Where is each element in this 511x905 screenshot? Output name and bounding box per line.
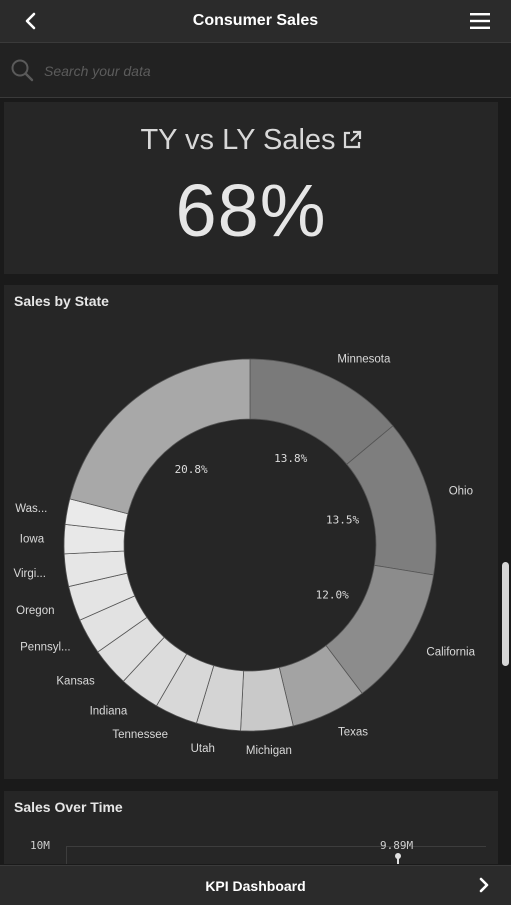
back-button[interactable]	[18, 9, 42, 33]
kpi-value: 68%	[175, 169, 327, 252]
hamburger-menu-icon	[470, 13, 490, 29]
scrollbar[interactable]	[501, 98, 511, 864]
slice-label: Virgi...	[14, 568, 46, 580]
slice-label: Ohio	[449, 486, 473, 498]
search-bar	[0, 43, 511, 98]
page-title: Consumer Sales	[192, 12, 319, 29]
slice-percent-label: 13.5%	[326, 514, 359, 527]
kpi-card[interactable]: TY vs LY Sales 68%	[4, 102, 498, 274]
gridline	[66, 846, 486, 847]
sheet-name: KPI Dashboard	[205, 877, 306, 894]
slice-percent-label: 20.8%	[175, 463, 208, 476]
slice-label: California	[426, 646, 475, 658]
external-link-icon	[343, 130, 361, 148]
sales-by-state-card[interactable]: Sales by State Minnesota 13.8% Ohio 13.5% Ca…	[4, 285, 498, 779]
search-icon	[11, 59, 34, 82]
chart-title: Sales Over Time	[14, 799, 123, 815]
bottom-bar[interactable]: KPI Dashboard	[0, 865, 511, 905]
sales-by-state-donut-chart[interactable]: Minnesota 13.8% Ohio 13.5% California 12.0% Te…	[4, 285, 498, 779]
slice-label: Indiana	[90, 705, 128, 717]
sales-over-time-card[interactable]: Sales Over Time 10M 9.89M	[4, 791, 498, 864]
slice-label: Oregon	[16, 605, 54, 617]
scrollbar-thumb[interactable]	[502, 562, 509, 666]
next-sheet-button[interactable]	[473, 874, 495, 896]
kpi-title: TY vs LY Sales	[140, 124, 336, 156]
slice-label: Iowa	[20, 533, 45, 545]
y-tick-label: 10M	[30, 839, 50, 852]
slice-percent-label: 13.8%	[274, 452, 307, 465]
slice-label: Pennsyl...	[20, 641, 71, 653]
slice-label: Kansas	[56, 675, 95, 687]
max-value-label: 9.89M	[380, 839, 414, 852]
slice-percent-label: 12.0%	[316, 589, 349, 602]
max-point[interactable]	[395, 853, 401, 859]
max-point-stem	[397, 857, 399, 864]
dashboard-content[interactable]: TY vs LY Sales 68% Sales by State Minnes…	[0, 98, 511, 864]
slice-label: Minnesota	[337, 353, 391, 365]
top-bar: Consumer Sales	[0, 0, 511, 43]
chevron-right-icon	[479, 877, 489, 893]
pie-slice[interactable]	[69, 358, 251, 515]
chevron-left-icon	[25, 12, 36, 30]
slice-label: Michigan	[246, 745, 292, 757]
search-input[interactable]	[42, 58, 486, 84]
chart-title: Sales by State	[14, 293, 109, 309]
slice-label: Texas	[338, 726, 368, 738]
menu-button[interactable]	[469, 9, 491, 33]
kpi-title-row: TY vs LY Sales	[4, 124, 498, 158]
slice-label: Tennessee	[112, 729, 168, 741]
slice-label: Was...	[15, 503, 47, 515]
slice-label: Utah	[191, 743, 215, 755]
y-axis	[66, 846, 67, 864]
external-link-button[interactable]	[342, 125, 362, 158]
